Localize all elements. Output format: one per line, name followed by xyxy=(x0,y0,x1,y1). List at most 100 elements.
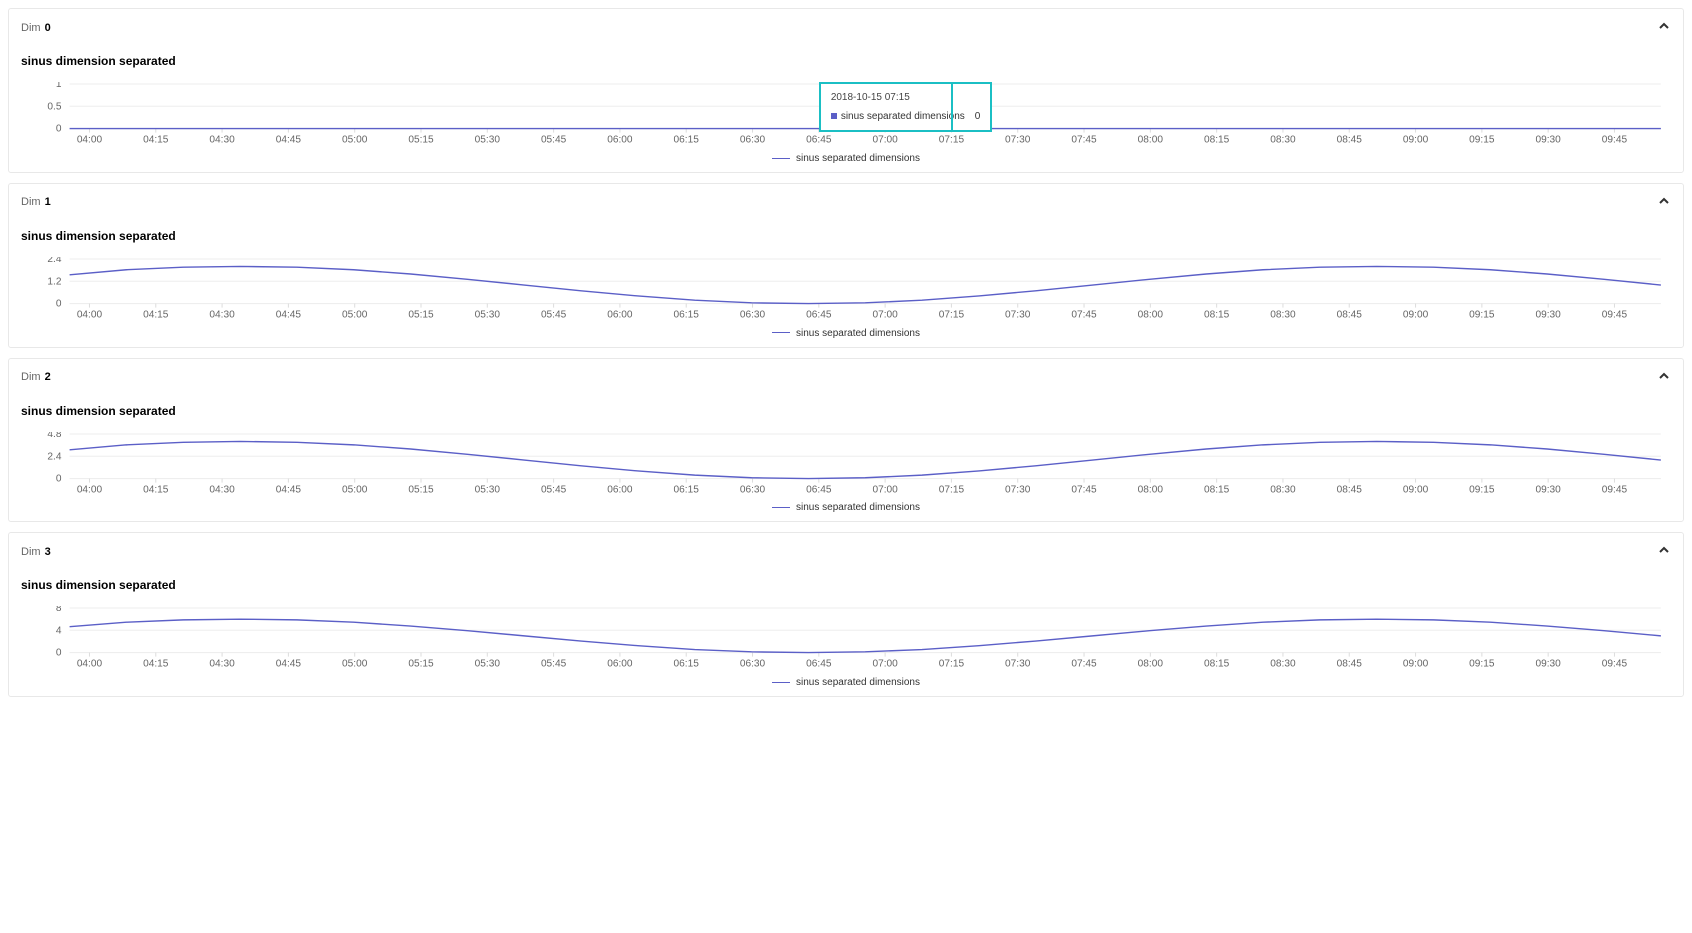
collapse-toggle-icon[interactable] xyxy=(1657,194,1671,211)
svg-text:09:30: 09:30 xyxy=(1536,484,1562,495)
svg-text:08:45: 08:45 xyxy=(1337,659,1363,670)
svg-text:07:15: 07:15 xyxy=(939,484,965,495)
svg-text:09:45: 09:45 xyxy=(1602,484,1628,495)
svg-text:08:15: 08:15 xyxy=(1204,135,1230,146)
svg-text:8: 8 xyxy=(56,606,62,614)
dim-label: Dim2 xyxy=(21,371,51,383)
legend-label[interactable]: sinus separated dimensions xyxy=(796,677,920,688)
svg-text:07:00: 07:00 xyxy=(872,659,898,670)
panel-header: Dim2 xyxy=(21,369,1671,386)
svg-text:06:00: 06:00 xyxy=(607,135,633,146)
svg-text:05:30: 05:30 xyxy=(475,659,501,670)
svg-text:06:15: 06:15 xyxy=(674,484,700,495)
svg-text:07:30: 07:30 xyxy=(1005,659,1031,670)
dim-number: 3 xyxy=(45,546,51,558)
svg-text:04:45: 04:45 xyxy=(276,484,302,495)
svg-text:1.2: 1.2 xyxy=(47,276,61,287)
svg-text:04:30: 04:30 xyxy=(209,484,235,495)
svg-text:2.4: 2.4 xyxy=(47,257,61,265)
chart-area[interactable]: 02.44.804:0004:1504:3004:4505:0005:1505:… xyxy=(21,432,1671,497)
chart-panel: Dim2sinus dimension separated02.44.804:0… xyxy=(8,358,1684,523)
svg-text:05:15: 05:15 xyxy=(408,310,434,321)
svg-text:04:00: 04:00 xyxy=(77,310,103,321)
panel-header: Dim0 xyxy=(21,19,1671,36)
svg-text:06:15: 06:15 xyxy=(674,310,700,321)
chart-legend: sinus separated dimensions xyxy=(21,322,1671,341)
svg-text:09:45: 09:45 xyxy=(1602,310,1628,321)
svg-text:08:00: 08:00 xyxy=(1138,484,1164,495)
svg-text:4.8: 4.8 xyxy=(47,432,61,440)
svg-text:07:30: 07:30 xyxy=(1005,310,1031,321)
chart-panel: Dim3sinus dimension separated04804:0004:… xyxy=(8,532,1684,697)
panel-title: sinus dimension separated xyxy=(21,54,1671,68)
svg-text:06:15: 06:15 xyxy=(674,135,700,146)
dim-prefix: Dim xyxy=(21,196,41,208)
svg-text:08:30: 08:30 xyxy=(1270,135,1296,146)
panel-title: sinus dimension separated xyxy=(21,229,1671,243)
panel-header: Dim 1 xyxy=(21,194,1671,211)
svg-text:08:45: 08:45 xyxy=(1337,484,1363,495)
svg-text:05:30: 05:30 xyxy=(475,135,501,146)
chart-area[interactable]: 01.22.404:0004:1504:3004:4505:0005:1505:… xyxy=(21,257,1671,322)
dim-number: 1 xyxy=(45,196,51,208)
svg-text:08:15: 08:15 xyxy=(1204,659,1230,670)
chart-legend: sinus separated dimensions xyxy=(21,147,1671,166)
svg-text:07:30: 07:30 xyxy=(1005,135,1031,146)
legend-line-icon xyxy=(772,332,790,333)
legend-label[interactable]: sinus separated dimensions xyxy=(796,153,920,164)
svg-text:09:45: 09:45 xyxy=(1602,135,1628,146)
svg-text:09:30: 09:30 xyxy=(1536,310,1562,321)
svg-text:08:30: 08:30 xyxy=(1270,659,1296,670)
legend-line-icon xyxy=(772,158,790,159)
svg-text:06:45: 06:45 xyxy=(806,659,832,670)
svg-text:07:00: 07:00 xyxy=(872,310,898,321)
svg-text:05:00: 05:00 xyxy=(342,484,368,495)
svg-text:04:45: 04:45 xyxy=(276,135,302,146)
dim-label: Dim0 xyxy=(21,22,51,34)
dim-label: Dim 3 xyxy=(21,546,51,558)
svg-text:08:15: 08:15 xyxy=(1204,310,1230,321)
dim-number: 0 xyxy=(45,22,51,34)
svg-text:1: 1 xyxy=(56,82,62,90)
svg-text:07:30: 07:30 xyxy=(1005,484,1031,495)
svg-text:09:30: 09:30 xyxy=(1536,135,1562,146)
svg-text:07:00: 07:00 xyxy=(872,135,898,146)
svg-text:06:00: 06:00 xyxy=(607,310,633,321)
svg-text:04:45: 04:45 xyxy=(276,659,302,670)
collapse-toggle-icon[interactable] xyxy=(1657,19,1671,36)
panel-header: Dim 3 xyxy=(21,543,1671,560)
chart-hover-marker xyxy=(951,82,953,130)
svg-text:04:15: 04:15 xyxy=(143,659,169,670)
legend-label[interactable]: sinus separated dimensions xyxy=(796,502,920,513)
svg-text:05:30: 05:30 xyxy=(475,484,501,495)
svg-text:09:00: 09:00 xyxy=(1403,484,1429,495)
svg-text:06:30: 06:30 xyxy=(740,484,766,495)
collapse-toggle-icon[interactable] xyxy=(1657,369,1671,386)
chart-area[interactable]: 04804:0004:1504:3004:4505:0005:1505:3005… xyxy=(21,606,1671,671)
svg-text:09:00: 09:00 xyxy=(1403,310,1429,321)
svg-text:04:30: 04:30 xyxy=(209,135,235,146)
svg-text:09:00: 09:00 xyxy=(1403,135,1429,146)
chart-area[interactable]: 00.5104:0004:1504:3004:4505:0005:1505:30… xyxy=(21,82,1671,147)
chart-panel: Dim0sinus dimension separated00.5104:000… xyxy=(8,8,1684,173)
svg-text:07:15: 07:15 xyxy=(939,135,965,146)
svg-text:06:45: 06:45 xyxy=(806,310,832,321)
svg-text:04:00: 04:00 xyxy=(77,135,103,146)
svg-text:0: 0 xyxy=(56,298,62,309)
svg-text:05:00: 05:00 xyxy=(342,659,368,670)
svg-text:04:30: 04:30 xyxy=(209,659,235,670)
svg-text:05:15: 05:15 xyxy=(408,484,434,495)
dim-prefix: Dim xyxy=(21,546,41,558)
legend-label[interactable]: sinus separated dimensions xyxy=(796,328,920,339)
svg-text:05:00: 05:00 xyxy=(342,135,368,146)
svg-text:07:45: 07:45 xyxy=(1071,135,1097,146)
svg-text:06:45: 06:45 xyxy=(806,484,832,495)
chart-legend: sinus separated dimensions xyxy=(21,671,1671,690)
collapse-toggle-icon[interactable] xyxy=(1657,543,1671,560)
svg-text:04:15: 04:15 xyxy=(143,135,169,146)
chart-legend: sinus separated dimensions xyxy=(21,496,1671,515)
panel-title: sinus dimension separated xyxy=(21,404,1671,418)
svg-text:4: 4 xyxy=(56,626,62,637)
svg-text:08:00: 08:00 xyxy=(1138,135,1164,146)
dim-prefix: Dim xyxy=(21,371,41,383)
